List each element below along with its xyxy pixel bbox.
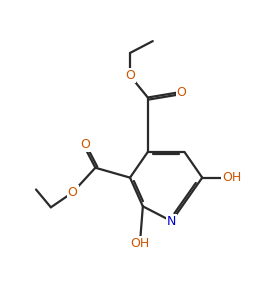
Text: OH: OH: [130, 237, 150, 251]
Text: O: O: [81, 139, 90, 151]
Text: O: O: [68, 186, 78, 199]
Text: O: O: [125, 69, 135, 82]
Text: OH: OH: [222, 171, 241, 184]
Text: N: N: [167, 215, 176, 228]
Text: O: O: [176, 86, 186, 99]
